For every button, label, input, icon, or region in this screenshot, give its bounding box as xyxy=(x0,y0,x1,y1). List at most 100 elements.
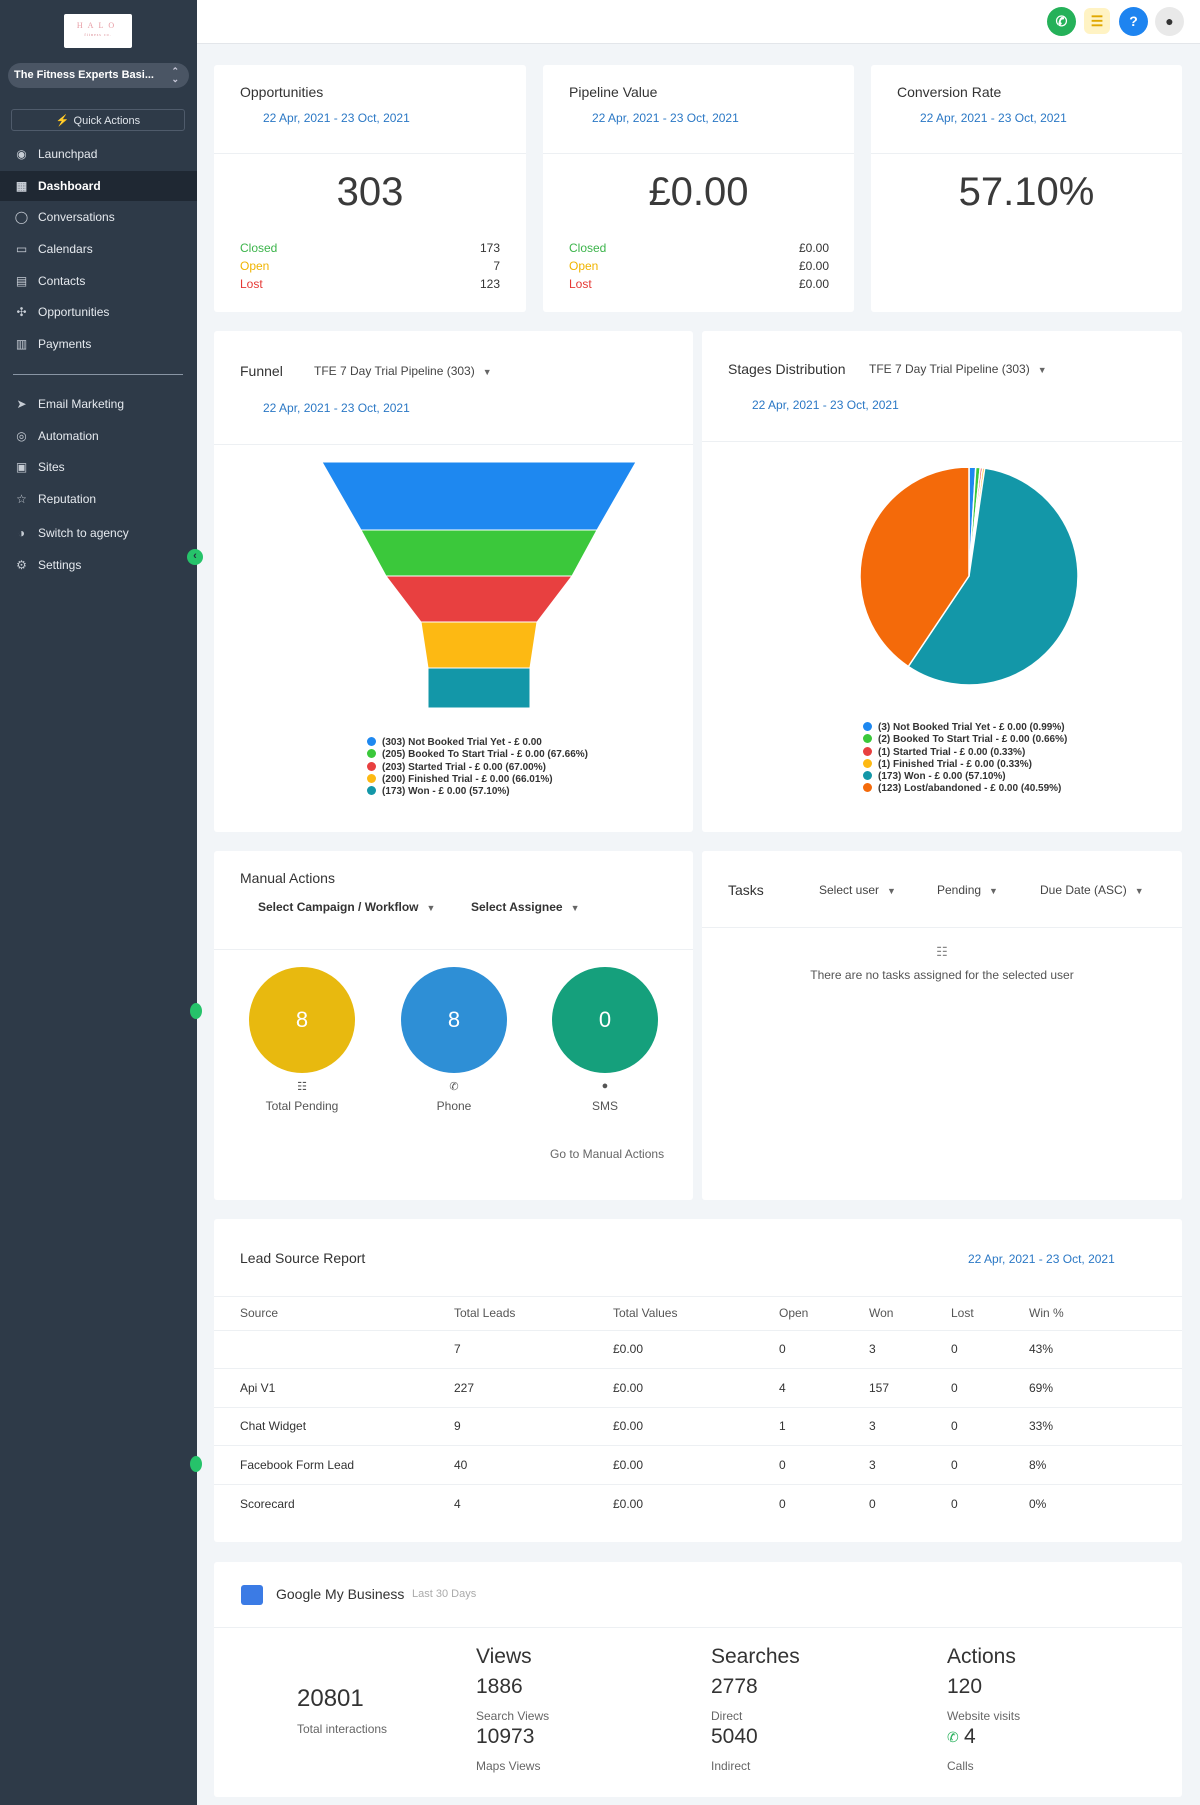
sidebar-item-dashboard[interactable]: ▦ Dashboard xyxy=(0,171,197,201)
website-visits-label: Website visits xyxy=(947,1709,1021,1723)
pie-slice-5[interactable] xyxy=(907,468,1079,686)
table-cell: £0.00 xyxy=(613,1368,779,1408)
chat-icon: ◯ xyxy=(14,210,29,224)
column-header[interactable]: Source xyxy=(240,1305,279,1320)
gear-icon: ⚙ xyxy=(16,558,27,572)
table-cell: 0 xyxy=(951,1368,1029,1408)
sidebar-item-reputation[interactable]: ☆ Reputation xyxy=(0,484,197,504)
total-interactions-value: 20801 xyxy=(297,1685,364,1712)
funnel-stage-4[interactable] xyxy=(420,621,538,669)
legend-item[interactable]: (3) Not Booked Trial Yet - £ 0.00 (0.99%… xyxy=(863,722,1067,734)
column-header[interactable]: Win % xyxy=(1029,1305,1064,1320)
column-header[interactable]: Open xyxy=(779,1305,809,1320)
campaign-workflow-dropdown[interactable]: Select Campaign / Workflow ▼ xyxy=(258,900,436,914)
sidebar-item-sites[interactable]: ▣ Sites xyxy=(0,452,197,482)
company-logo[interactable]: HALO fitness co. xyxy=(64,14,132,48)
legend-item[interactable]: (2) Booked To Start Trial - £ 0.00 (0.66… xyxy=(863,734,1067,746)
column-header[interactable]: Total Values xyxy=(613,1305,678,1320)
legend-item[interactable]: (205) Booked To Start Trial - £ 0.00 (67… xyxy=(367,749,588,761)
total-interactions-label: Total interactions xyxy=(297,1722,388,1736)
phone-icon: ✆ xyxy=(947,1729,959,1745)
legend-item[interactable]: (173) Won - £ 0.00 (57.10%) xyxy=(863,771,1067,783)
account-name: The Fitness Experts Basi... xyxy=(14,69,154,81)
side-handle-icon[interactable] xyxy=(190,1003,202,1019)
sidebar-item-conversations[interactable]: ◯ Conversations xyxy=(0,202,197,232)
phone-icon[interactable]: ✆ xyxy=(1047,7,1076,36)
list-icon: ☷ xyxy=(297,1081,307,1093)
legend-item[interactable]: (1) Started Trial - £ 0.00 (0.33%) xyxy=(863,746,1067,759)
assignee-dropdown[interactable]: Select Assignee ▼ xyxy=(471,900,580,914)
date-range[interactable]: 22 Apr, 2021 - 23 Oct, 2021 xyxy=(592,111,739,125)
total-pending-count[interactable]: 8 xyxy=(249,967,355,1073)
funnel-stage-3[interactable] xyxy=(384,575,574,623)
manual-actions-card: Manual Actions Select Campaign / Workflo… xyxy=(214,851,693,1200)
divider xyxy=(214,949,693,950)
sidebar-item-label: Email Marketing xyxy=(38,397,125,411)
date-range[interactable]: 22 Apr, 2021 - 23 Oct, 2021 xyxy=(263,401,410,415)
opportunities-icon: ✣ xyxy=(16,305,27,319)
sidebar-item-email-marketing[interactable]: ➤ Email Marketing xyxy=(0,389,197,419)
sidebar-item-contacts[interactable]: ▤ Contacts xyxy=(0,266,197,296)
sidebar-item-switch-to-agency[interactable]: ◑ Switch to agency xyxy=(0,518,197,548)
side-handle-icon[interactable] xyxy=(190,1456,202,1472)
phone-count[interactable]: 8 xyxy=(401,967,507,1073)
legend-item[interactable]: (1) Finished Trial - £ 0.00 (0.33%) xyxy=(863,758,1067,771)
help-icon[interactable]: ? xyxy=(1119,7,1148,36)
sidebar-item-settings[interactable]: ⚙ Settings xyxy=(0,550,197,580)
legend-item[interactable]: (303) Not Booked Trial Yet - £ 0.00 xyxy=(367,737,588,749)
column-header[interactable]: Total Leads xyxy=(454,1305,516,1320)
sidebar-item-launchpad[interactable]: ◉ Launchpad xyxy=(0,139,197,169)
sidebar-item-label: Switch to agency xyxy=(38,526,129,540)
calls-label: Calls xyxy=(947,1759,974,1773)
automation-icon: ◎ xyxy=(16,429,27,443)
funnel-stage-5[interactable] xyxy=(427,667,531,709)
go-to-manual-actions-link[interactable]: Go to Manual Actions xyxy=(550,1147,665,1161)
quick-actions-button[interactable]: ⚡ Quick Actions xyxy=(11,109,185,131)
maps-views-label: Maps Views xyxy=(476,1759,541,1773)
sidebar-item-label: Sites xyxy=(38,460,65,474)
calendar-icon: ▭ xyxy=(15,242,28,256)
sidebar-item-calendars[interactable]: ▭ Calendars xyxy=(0,234,197,264)
column-header[interactable]: Won xyxy=(869,1305,894,1320)
date-range[interactable]: 22 Apr, 2021 - 23 Oct, 2021 xyxy=(920,111,1067,125)
legend-item[interactable]: (200) Finished Trial - £ 0.00 (66.01%) xyxy=(367,773,588,786)
account-switcher[interactable]: The Fitness Experts Basi... ⌃ ⌄ xyxy=(8,63,189,88)
funnel-stage-2[interactable] xyxy=(360,529,598,577)
collapse-sidebar-icon[interactable]: ‹ xyxy=(187,549,203,565)
chevron-down-icon: ▼ xyxy=(570,903,580,913)
sidebar-item-automation[interactable]: ◎ Automation xyxy=(0,421,197,451)
sms-icon: ● xyxy=(601,1080,609,1092)
phone-icon: ✆ xyxy=(449,1081,459,1093)
column-header[interactable]: Lost xyxy=(951,1305,974,1320)
sort-dropdown[interactable]: Due Date (ASC) ▼ xyxy=(1040,883,1144,897)
avatar[interactable]: ● xyxy=(1155,7,1184,36)
searches-heading: Searches xyxy=(711,1645,800,1668)
table-cell: 0 xyxy=(951,1483,1029,1523)
table-cell: 0 xyxy=(779,1483,869,1523)
table-cell: 8% xyxy=(1029,1445,1182,1485)
table-cell: 3 xyxy=(869,1445,951,1485)
card-title: Stages Distribution xyxy=(728,361,846,377)
notifications-icon[interactable]: ☰ xyxy=(1084,8,1110,34)
pipeline-dropdown[interactable]: TFE 7 Day Trial Pipeline (303) ▼ xyxy=(314,364,492,378)
date-range[interactable]: 22 Apr, 2021 - 23 Oct, 2021 xyxy=(752,398,899,412)
period-label: Last 30 Days xyxy=(412,1588,477,1600)
sms-count[interactable]: 0 xyxy=(552,967,658,1073)
sidebar-item-label: Automation xyxy=(38,429,99,443)
funnel-stage-1[interactable] xyxy=(321,461,637,531)
table-cell: 3 xyxy=(869,1329,951,1369)
date-range[interactable]: 22 Apr, 2021 - 23 Oct, 2021 xyxy=(263,111,410,125)
date-range[interactable]: 22 Apr, 2021 - 23 Oct, 2021 xyxy=(968,1252,1115,1266)
legend-item[interactable]: (123) Lost/abandoned - £ 0.00 (40.59%) xyxy=(863,783,1067,795)
table-cell: £0.00 xyxy=(613,1445,779,1485)
sidebar-item-payments[interactable]: ▥ Payments xyxy=(0,329,197,359)
status-dropdown[interactable]: Pending ▼ xyxy=(937,883,998,897)
legend-item[interactable]: (203) Started Trial - £ 0.00 (67.00%) xyxy=(367,761,588,774)
pipeline-dropdown[interactable]: TFE 7 Day Trial Pipeline (303) ▼ xyxy=(869,362,1047,376)
legend-item[interactable]: (173) Won - £ 0.00 (57.10%) xyxy=(367,786,588,798)
pie-slice-6[interactable] xyxy=(859,468,970,668)
user-dropdown[interactable]: Select user ▼ xyxy=(819,883,896,897)
sidebar-item-opportunities[interactable]: ✣ Opportunities xyxy=(0,297,197,327)
sidebar-divider xyxy=(13,374,183,375)
send-icon: ➤ xyxy=(16,397,27,411)
